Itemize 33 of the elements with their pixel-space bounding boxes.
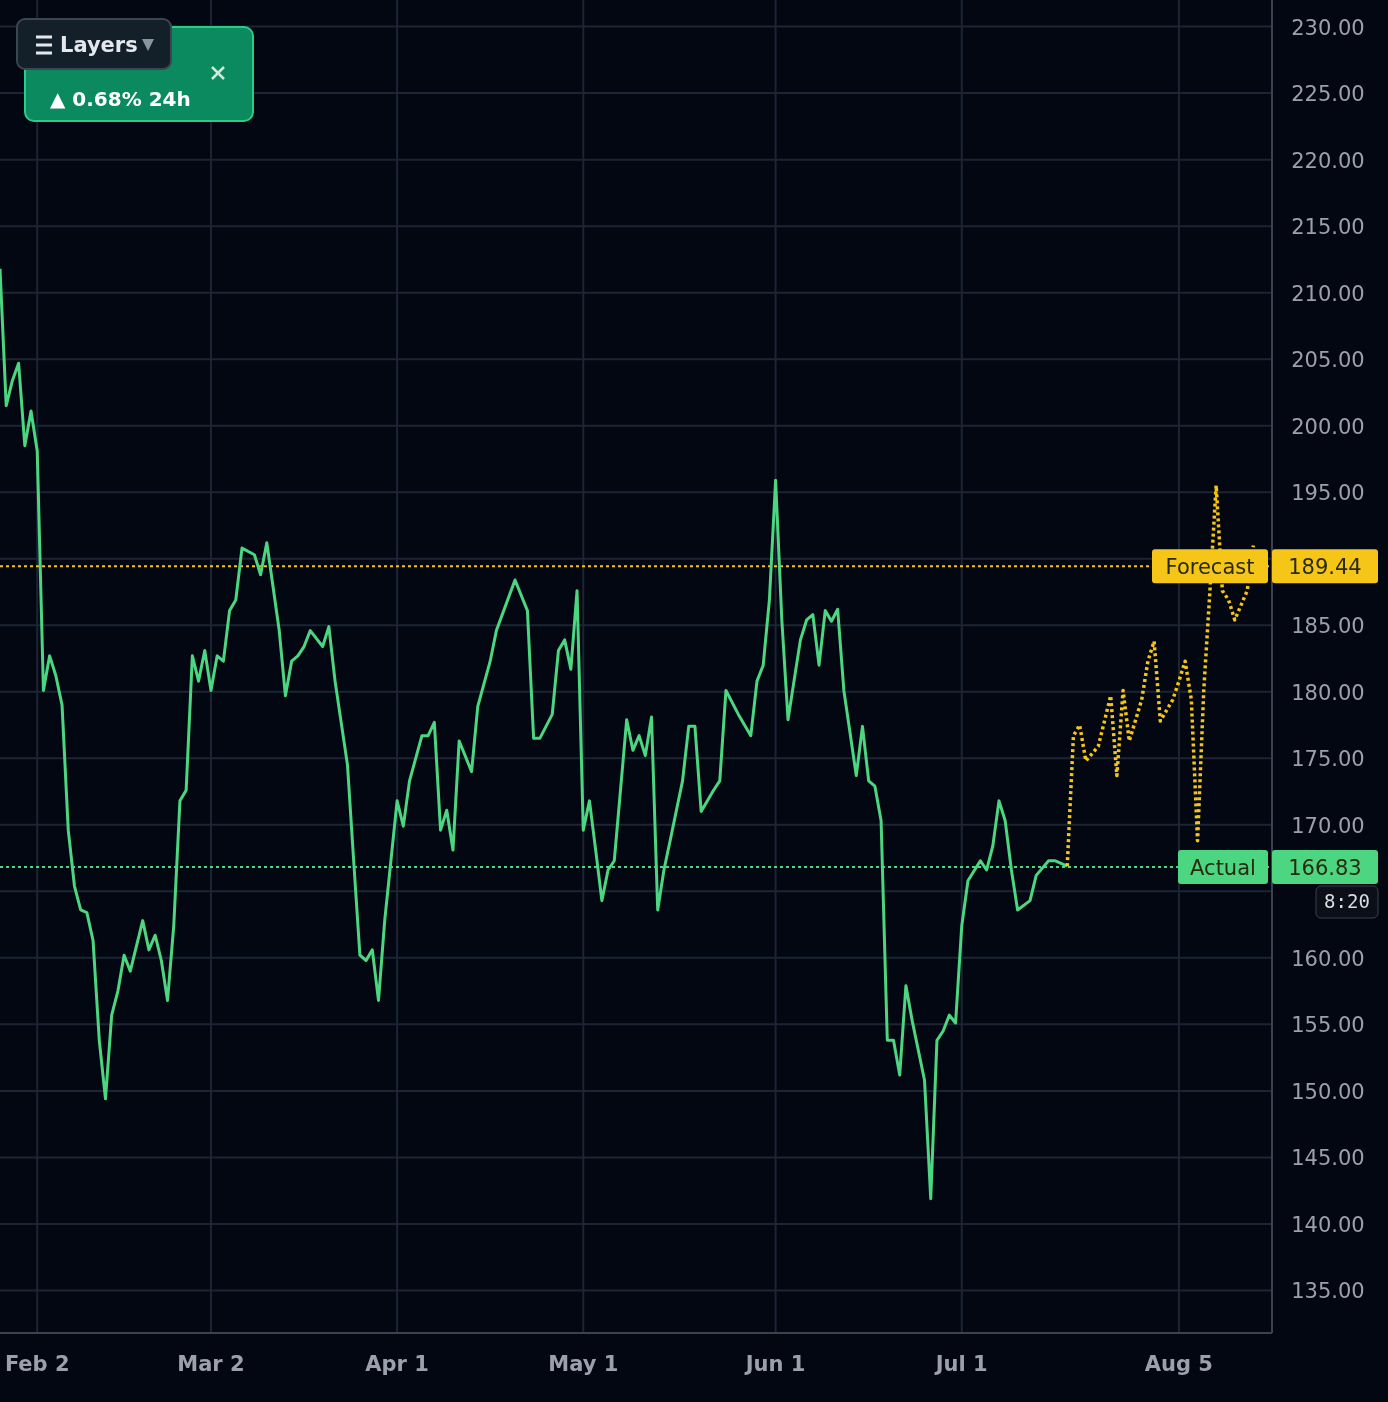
y-tick-label: 200.00 — [1291, 414, 1365, 439]
annotation: ▲ 0.68% 24h — [50, 87, 191, 111]
x-tick-label: Feb 2 — [4, 1352, 70, 1376]
x-tick-label: Jul 1 — [933, 1352, 988, 1376]
y-tick-label: 160.00 — [1291, 946, 1365, 971]
y-tick-label: 230.00 — [1291, 15, 1365, 40]
y-tick-label: 210.00 — [1291, 281, 1365, 306]
y-tick-label: 205.00 — [1291, 348, 1365, 373]
x-tick-label: May 1 — [548, 1352, 619, 1376]
text: 189.44 — [1288, 555, 1362, 580]
y-tick-label: 155.00 — [1291, 1013, 1365, 1038]
x-tick-label: Aug 5 — [1144, 1352, 1214, 1376]
y-tick-label: 145.00 — [1291, 1146, 1365, 1171]
annotation: Layers — [60, 33, 138, 57]
y-tick-label: 220.00 — [1291, 148, 1365, 173]
text: 166.83 — [1288, 855, 1362, 880]
y-tick-label: 215.00 — [1291, 215, 1365, 240]
y-tick-label: 180.00 — [1291, 680, 1365, 705]
y-tick-label: 175.00 — [1291, 747, 1365, 772]
y-tick-label: 225.00 — [1291, 82, 1365, 107]
y-tick-label: 135.00 — [1291, 1279, 1365, 1304]
ref-line-label: Forecast — [1165, 555, 1255, 580]
ref-line-label: Actual — [1190, 855, 1256, 880]
y-tick-label: 185.00 — [1291, 614, 1365, 639]
y-tick-label: 195.00 — [1291, 481, 1365, 506]
x-tick-label: Jun 1 — [743, 1352, 806, 1376]
countdown-tag: 8:20 — [1315, 885, 1379, 919]
layers-button: Layers — [16, 18, 172, 70]
x-tick-label: Mar 2 — [177, 1352, 245, 1376]
y-tick-label: 140.00 — [1291, 1212, 1365, 1237]
y-tick-label: 150.00 — [1291, 1079, 1365, 1104]
y-tick-label: 170.00 — [1291, 813, 1365, 838]
x-tick-label: Apr 1 — [365, 1352, 429, 1376]
